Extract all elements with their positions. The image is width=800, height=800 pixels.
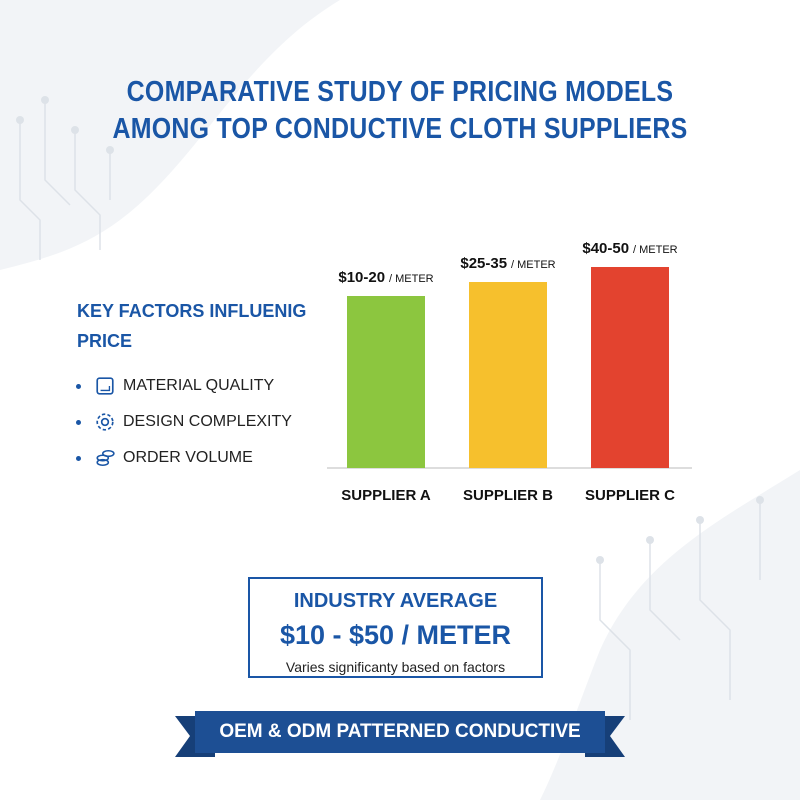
title-line: COMPARATIVE STUDY OF PRICING MODELS xyxy=(126,76,674,108)
bullet xyxy=(76,419,81,425)
bullet xyxy=(76,455,81,461)
factors-heading: KEY FACTORS INFLUENIG PRICE xyxy=(77,301,307,351)
factor-icon xyxy=(96,450,115,466)
price-label: $10-20 / METER xyxy=(306,269,466,286)
price: $40-50 xyxy=(582,240,630,257)
average-note: Varies significanty based on factors xyxy=(248,659,543,675)
factor-item: DESIGN COMPLEXITY xyxy=(76,412,292,432)
banner: OEM & ODM PATTERNED CONDUCTIVE CLOTH xyxy=(219,721,581,784)
factor-item: ORDER VOLUME xyxy=(76,448,253,468)
bar xyxy=(347,296,425,468)
unit: / METER xyxy=(632,244,678,256)
bullet xyxy=(76,383,81,389)
bar xyxy=(469,282,547,468)
average-box xyxy=(248,577,543,678)
price-label: $25-35 / METER xyxy=(428,255,588,272)
unit: / METER xyxy=(510,259,556,271)
category-label: SUPPLIER A xyxy=(341,487,431,504)
unit: / METER xyxy=(388,273,434,285)
factor-icon xyxy=(96,377,114,395)
average-heading: INDUSTRY AVERAGE xyxy=(293,590,498,612)
factor-icon xyxy=(96,413,114,431)
factor-text: ORDER VOLUME xyxy=(123,449,253,466)
price: $10-20 xyxy=(338,269,386,286)
factor-text: MATERIAL QUALITY xyxy=(123,377,275,394)
title-line: AMONG TOP CONDUCTIVE CLOTH SUPPLIERS xyxy=(112,113,688,145)
price: $25-35 xyxy=(460,255,508,272)
category-label: SUPPLIER C xyxy=(584,487,675,504)
factor-item: MATERIAL QUALITY xyxy=(76,376,274,396)
average-range: $10 - $50 / METER xyxy=(279,620,512,650)
category-label: SUPPLIER B xyxy=(462,487,553,504)
note-text: Varies significanty based on factors xyxy=(277,659,514,675)
bar xyxy=(591,267,669,468)
price-label: $40-50 / METER xyxy=(550,240,710,257)
factor-text: DESIGN COMPLEXITY xyxy=(123,413,292,430)
